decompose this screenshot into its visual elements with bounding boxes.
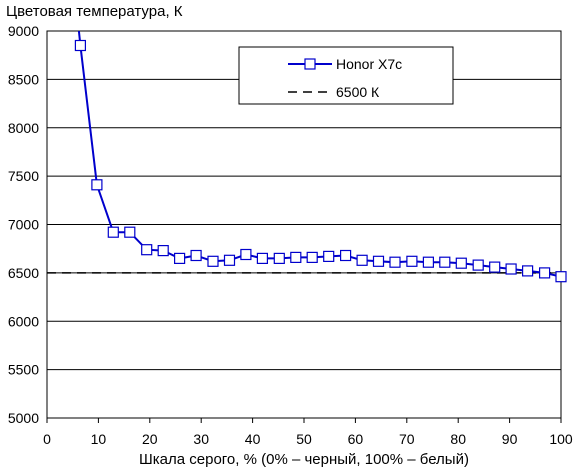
data-point-honor: [174, 252, 186, 264]
y-tick-label-6500: 6500: [8, 265, 39, 281]
data-point-honor: [207, 255, 219, 267]
legend-label-reference: 6500 К: [336, 84, 380, 100]
data-point-honor: [505, 263, 517, 275]
gridlines: [47, 78, 561, 371]
x-tick-labels: 0 10 20 30 40 50 60 70 80 90 100: [43, 431, 573, 447]
y-tick-label-9000: 9000: [8, 23, 39, 39]
x-tick-label-20: 20: [142, 431, 158, 447]
data-point-honor: [273, 252, 285, 264]
x-tick-label-90: 90: [502, 431, 518, 447]
data-point-honor: [389, 256, 401, 268]
data-point-honor: [489, 261, 501, 273]
data-point-honor: [240, 248, 252, 261]
data-point-honor: [372, 255, 385, 267]
data-point-honor: [91, 179, 103, 191]
data-point-honor: [538, 267, 551, 279]
plot-area-frame: [46, 30, 562, 419]
data-point-honor: [74, 39, 87, 52]
data-point-honor: [472, 259, 484, 271]
x-tick-label-30: 30: [193, 431, 209, 447]
data-point-honor: [455, 257, 467, 269]
data-point-honor: [141, 244, 153, 256]
y-tick-label-7500: 7500: [8, 168, 39, 184]
data-point-honor: [340, 249, 352, 262]
data-point-honor: [256, 252, 268, 264]
legend-marker-honor: [304, 58, 316, 70]
x-tick-label-60: 60: [348, 431, 364, 447]
x-axis-label: Шкала серого, % (0% – черный, 100% – бел…: [139, 451, 469, 468]
data-point-honor: [306, 251, 318, 263]
y-tick-labels: 5000 5500 6000 6500 7000 7500 8000 8500 9000: [8, 23, 39, 426]
legend: Honor X7c 6500 К: [238, 46, 454, 105]
data-point-honor: [422, 256, 434, 268]
legend-label-honor: Honor X7c: [336, 56, 402, 72]
data-point-honor: [190, 249, 202, 262]
x-tick-label-50: 50: [296, 431, 312, 447]
series-layer: [47, 30, 567, 283]
data-point-honor: [521, 265, 534, 277]
data-point-honor: [439, 256, 451, 268]
data-point-honor: [107, 226, 119, 238]
x-tick-label-40: 40: [245, 431, 261, 447]
x-tick-label-0: 0: [43, 431, 51, 447]
data-point-honor: [157, 245, 169, 257]
data-point-honor: [124, 226, 136, 238]
y-tick-label-8000: 8000: [8, 120, 39, 136]
y-tick-label-5000: 5000: [8, 410, 39, 426]
data-point-honor: [356, 254, 368, 266]
data-point-honor: [323, 250, 335, 262]
legend-box: [238, 46, 454, 105]
y-tick-label-5500: 5500: [8, 362, 39, 378]
y-tick-label-6000: 6000: [8, 313, 39, 329]
x-tick-marks: [46, 418, 562, 423]
data-point-honor: [223, 254, 236, 266]
x-tick-label-70: 70: [399, 431, 415, 447]
y-tick-label-7000: 7000: [8, 217, 39, 233]
x-tick-label-10: 10: [91, 431, 107, 447]
data-point-honor: [290, 251, 302, 263]
chart-title: Цветовая температура, К: [6, 3, 183, 20]
data-point-honor: [555, 271, 567, 283]
data-point-honor: [406, 255, 418, 267]
y-tick-label-8500: 8500: [8, 71, 39, 87]
x-tick-label-100: 100: [549, 431, 573, 447]
x-tick-label-80: 80: [450, 431, 466, 447]
